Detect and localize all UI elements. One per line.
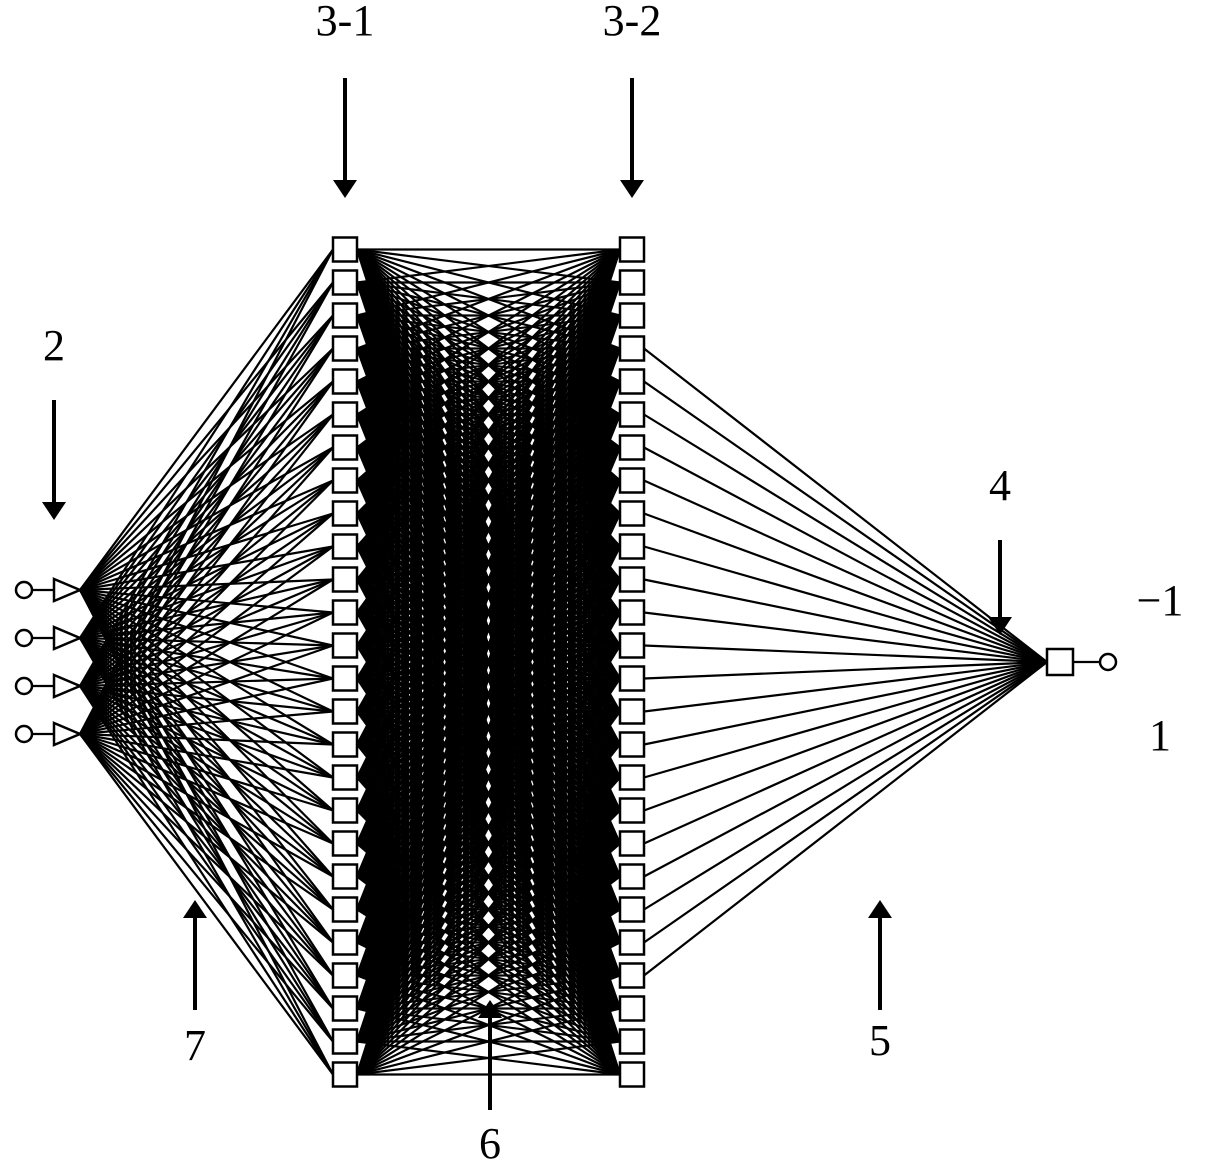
hidden1-layer-node — [333, 370, 357, 394]
hidden2-layer-node — [620, 1063, 644, 1087]
hidden2-layer-node — [620, 469, 644, 493]
hidden2-layer-node — [620, 271, 644, 295]
input-triangle — [54, 627, 80, 649]
input-node — [16, 726, 32, 742]
edges-h2-out — [644, 349, 1047, 976]
hidden1-layer-node — [333, 898, 357, 922]
hidden1-layer-node — [333, 403, 357, 427]
hidden1-layer-node — [333, 634, 357, 658]
hidden2-layer-node — [620, 832, 644, 856]
hidden2-layer-node — [620, 436, 644, 460]
hidden2-layer-node — [620, 568, 644, 592]
label-text-7: 7 — [184, 1021, 206, 1070]
hidden1-layer-node — [333, 700, 357, 724]
label-3-1: 3-1 — [316, 0, 375, 198]
hidden1-layer-node — [333, 535, 357, 559]
hidden1-layer-node — [333, 304, 357, 328]
label-text-5: 5 — [869, 1016, 891, 1065]
hidden1-layer — [333, 238, 357, 1087]
label-4: 4 — [988, 461, 1012, 635]
hidden2-layer-node — [620, 535, 644, 559]
hidden1-layer-node — [333, 799, 357, 823]
input-triangle — [54, 723, 80, 745]
input-triangle — [54, 579, 80, 601]
input-node — [16, 678, 32, 694]
hidden1-layer-node — [333, 436, 357, 460]
hidden2-layer-node — [620, 964, 644, 988]
input-triangle — [54, 675, 80, 697]
input-node — [16, 582, 32, 598]
hidden2-layer-node — [620, 370, 644, 394]
label-5: 5 — [868, 900, 892, 1065]
label-text-one: 1 — [1149, 711, 1171, 760]
edges — [80, 250, 1047, 1075]
output-layer — [1047, 649, 1116, 675]
label-text-2: 2 — [43, 321, 65, 370]
hidden1-layer-node — [333, 1030, 357, 1054]
hidden2-layer-node — [620, 403, 644, 427]
label-7: 7 — [183, 900, 207, 1070]
hidden2-layer-node — [620, 799, 644, 823]
edges-input-h1 — [80, 250, 333, 1075]
label-text-3-2: 3-2 — [603, 0, 662, 45]
hidden1-layer-node — [333, 667, 357, 691]
output-terminal — [1100, 654, 1116, 670]
hidden2-layer-node — [620, 865, 644, 889]
hidden1-layer-node — [333, 931, 357, 955]
hidden2-layer-node — [620, 733, 644, 757]
hidden2-layer-node — [620, 502, 644, 526]
hidden1-layer-node — [333, 766, 357, 790]
hidden1-layer-node — [333, 601, 357, 625]
hidden2-layer-node — [620, 997, 644, 1021]
hidden2-layer-node — [620, 337, 644, 361]
hidden1-layer-node — [333, 832, 357, 856]
label-2: 2 — [42, 321, 66, 520]
label-one: 1 — [1149, 711, 1171, 760]
label-text-3-1: 3-1 — [316, 0, 375, 45]
input-layer — [16, 579, 80, 745]
hidden2-layer-node — [620, 634, 644, 658]
output-node — [1047, 649, 1073, 675]
hidden1-layer-node — [333, 502, 357, 526]
hidden1-layer-node — [333, 238, 357, 262]
hidden1-layer-node — [333, 865, 357, 889]
input-node — [16, 630, 32, 646]
label-3-2: 3-2 — [603, 0, 662, 198]
hidden2-layer-node — [620, 931, 644, 955]
hidden2-layer-node — [620, 700, 644, 724]
hidden2-layer — [620, 238, 644, 1087]
label-minus1: −1 — [1137, 576, 1184, 625]
hidden1-layer-node — [333, 733, 357, 757]
label-text-minus1: −1 — [1137, 576, 1184, 625]
hidden1-layer-node — [333, 997, 357, 1021]
hidden1-layer-node — [333, 469, 357, 493]
hidden2-layer-node — [620, 1030, 644, 1054]
label-text-6: 6 — [479, 1119, 501, 1167]
edges-h1-h2 — [357, 250, 620, 1075]
hidden1-layer-node — [333, 337, 357, 361]
hidden2-layer-node — [620, 766, 644, 790]
label-text-4: 4 — [989, 461, 1011, 510]
hidden2-layer-node — [620, 238, 644, 262]
hidden2-layer-node — [620, 601, 644, 625]
hidden1-layer-node — [333, 568, 357, 592]
hidden1-layer-node — [333, 1063, 357, 1087]
hidden1-layer-node — [333, 964, 357, 988]
hidden2-layer-node — [620, 304, 644, 328]
hidden2-layer-node — [620, 667, 644, 691]
hidden2-layer-node — [620, 898, 644, 922]
hidden1-layer-node — [333, 271, 357, 295]
